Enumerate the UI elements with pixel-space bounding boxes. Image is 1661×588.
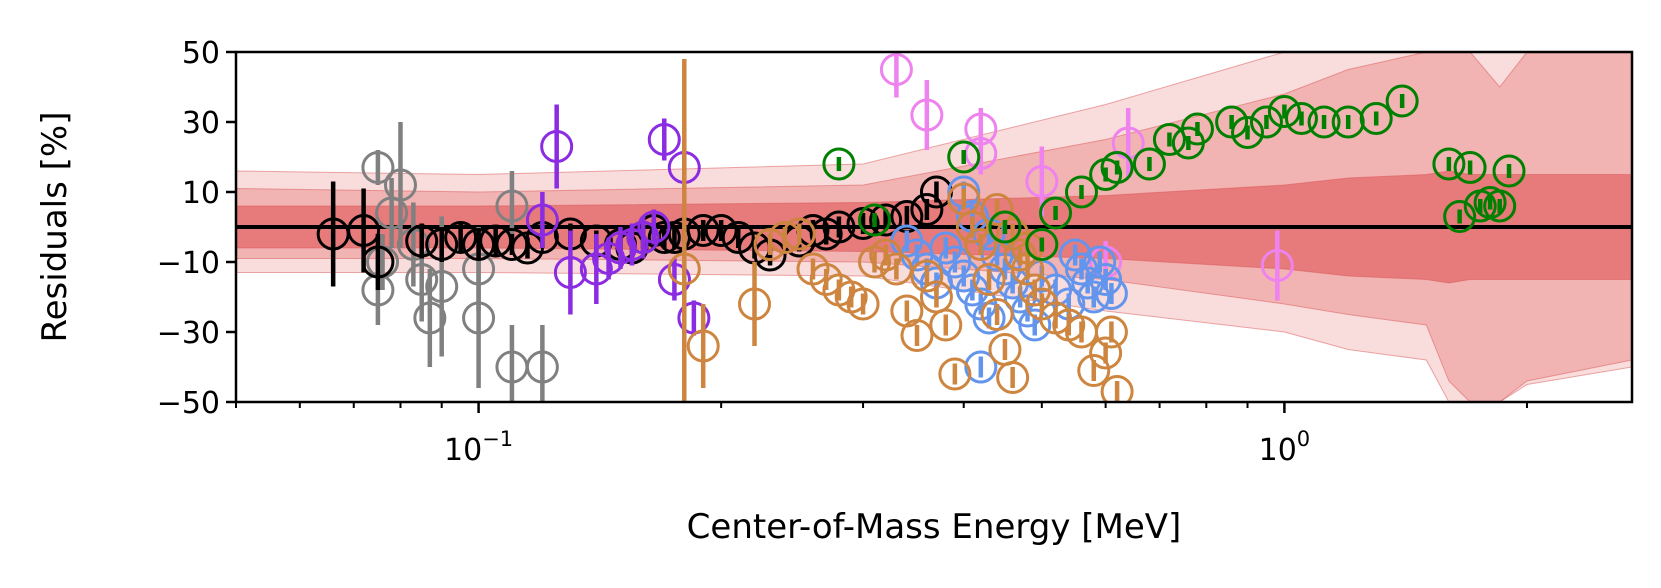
data-point <box>1025 228 1059 261</box>
data-point <box>1432 147 1466 181</box>
data-point <box>686 329 720 363</box>
data-point <box>1492 154 1526 188</box>
series-6 <box>822 84 1526 261</box>
data-point <box>1284 102 1318 135</box>
data-point <box>964 350 998 384</box>
data-point <box>667 252 701 286</box>
data-point <box>988 210 1022 244</box>
data-point <box>1100 375 1134 402</box>
data-point <box>910 98 944 132</box>
data-point <box>444 221 478 254</box>
data-point <box>361 245 395 279</box>
y-tick-label: 30 <box>182 106 220 141</box>
y-tick-label: 50 <box>182 36 220 71</box>
x-tick-label: 100 <box>1259 427 1311 468</box>
data-point <box>869 203 903 237</box>
y-tick-label: −50 <box>157 386 220 421</box>
x-axis-ticks: 10−1 100 <box>235 402 1528 468</box>
y-axis-ticks: 50 30 10 −10 −30 −50 <box>157 36 236 421</box>
data-point <box>972 263 1006 296</box>
data-point <box>1443 200 1477 233</box>
data-point <box>1249 105 1283 139</box>
data-point <box>413 301 447 335</box>
data-point <box>782 217 816 251</box>
data-point <box>1094 315 1128 349</box>
data-point <box>910 193 944 226</box>
data-point <box>579 252 613 286</box>
data-point <box>1077 280 1111 314</box>
data-point <box>1215 105 1249 139</box>
y-tick-label: −10 <box>157 246 220 281</box>
y-tick-label: −30 <box>157 316 220 351</box>
data-point <box>822 147 856 181</box>
data-point <box>425 228 459 261</box>
data-point <box>1483 189 1517 223</box>
data-point <box>525 203 559 237</box>
data-point <box>1385 84 1419 118</box>
data-point <box>858 203 892 237</box>
data-point <box>626 221 660 254</box>
plot-frame <box>234 50 1634 404</box>
data-point <box>980 298 1014 331</box>
data-point <box>1083 245 1117 279</box>
series-5 <box>667 59 1134 402</box>
data-point <box>1180 112 1214 146</box>
data-point <box>525 350 559 384</box>
y-tick-label: 10 <box>182 176 220 211</box>
data-point <box>809 217 843 251</box>
x-axis-label: Center-of-Mass Energy [MeV] <box>687 507 1182 547</box>
data-point <box>347 214 381 247</box>
data-point <box>462 301 496 335</box>
data-point <box>1039 196 1073 230</box>
data-point <box>1152 123 1186 156</box>
data-point <box>553 256 587 289</box>
data-point <box>1025 165 1059 198</box>
data-point <box>1089 336 1123 370</box>
data-point <box>964 228 998 261</box>
data-point <box>900 319 934 352</box>
y-axis-label: Residuals [%] <box>35 112 75 343</box>
data-point <box>1307 105 1341 139</box>
data-point <box>1089 263 1123 296</box>
data-point <box>1064 175 1098 209</box>
data-point <box>383 168 417 202</box>
data-point <box>1018 308 1052 342</box>
data-point <box>1077 354 1111 387</box>
data-point <box>1231 116 1265 149</box>
data-point <box>929 308 963 342</box>
data-point <box>1094 277 1128 310</box>
data-point <box>938 357 972 391</box>
data-points <box>316 52 1526 402</box>
data-point <box>495 189 529 223</box>
data-point <box>647 123 681 156</box>
data-point <box>637 210 671 244</box>
data-point <box>879 252 913 286</box>
data-point <box>879 53 913 86</box>
data-point <box>1132 147 1166 181</box>
data-point <box>405 224 439 258</box>
data-point <box>910 259 944 293</box>
data-point <box>846 287 880 321</box>
x-tick-label: 10−1 <box>444 427 513 468</box>
data-point <box>1359 102 1393 135</box>
data-point <box>1100 151 1134 184</box>
data-point <box>1453 151 1487 184</box>
data-point <box>980 193 1014 226</box>
data-point <box>1260 249 1294 282</box>
data-point <box>425 270 459 303</box>
data-point <box>738 287 772 321</box>
data-point <box>1331 105 1365 139</box>
data-point <box>405 263 439 296</box>
data-point <box>996 361 1030 394</box>
data-point <box>361 151 395 184</box>
data-point <box>540 130 574 163</box>
data-point <box>955 210 989 244</box>
data-point <box>809 263 843 296</box>
data-point <box>657 263 691 296</box>
data-point <box>947 140 981 174</box>
data-point <box>647 221 681 254</box>
